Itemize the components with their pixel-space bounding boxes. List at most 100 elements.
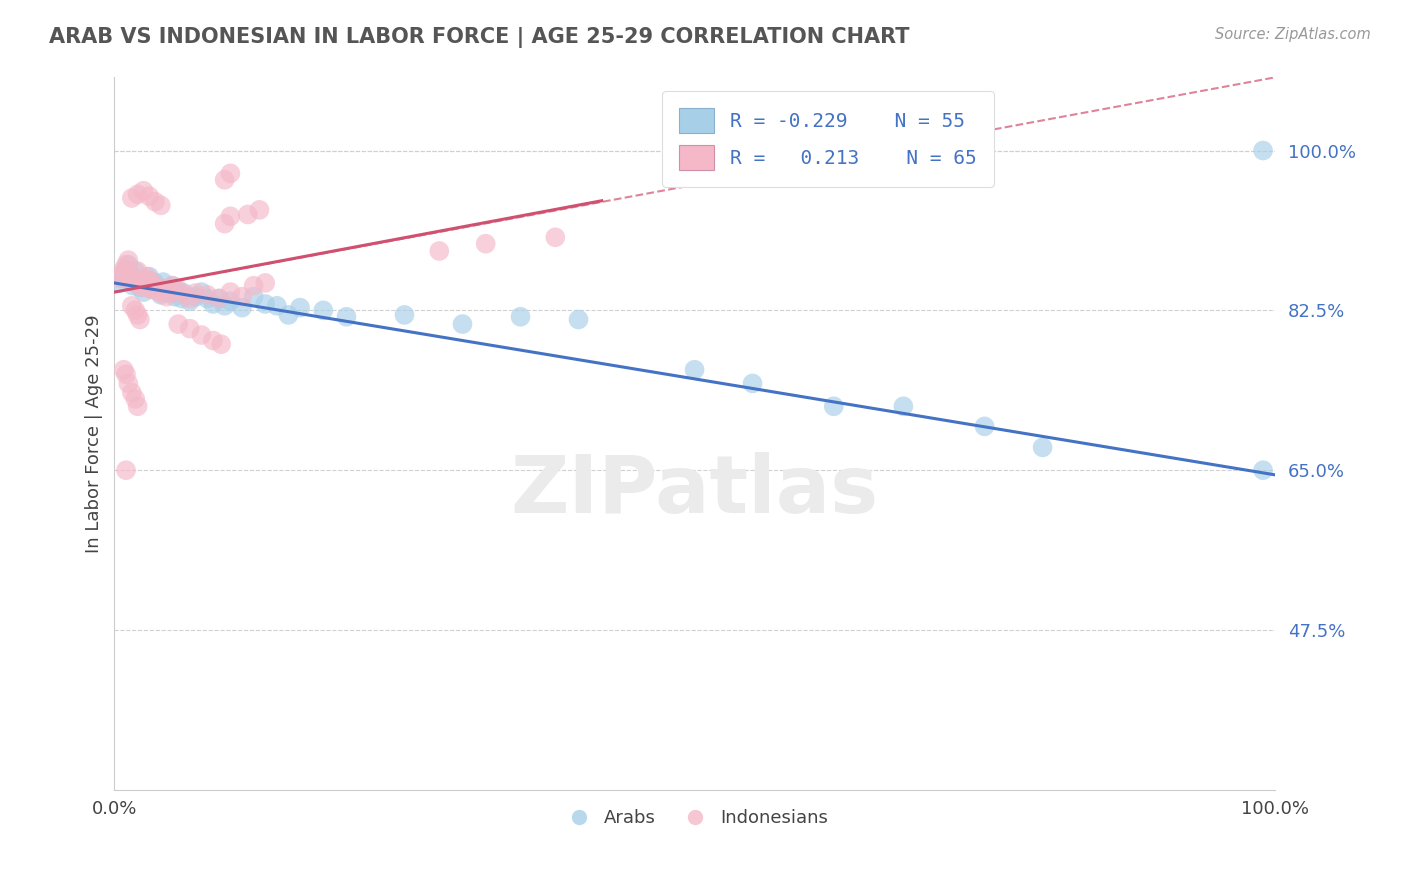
Point: [138, 189, 160, 203]
Point: [129, 312, 152, 326]
Point: [254, 297, 277, 311]
Point: [214, 217, 236, 231]
Point: [266, 299, 288, 313]
Point: [115, 258, 138, 272]
Point: [509, 310, 531, 324]
Point: [167, 282, 190, 296]
Point: [202, 297, 225, 311]
Point: [142, 277, 165, 291]
Point: [208, 292, 231, 306]
Point: [1032, 441, 1054, 455]
Text: ZIPatlas: ZIPatlas: [510, 451, 879, 530]
Point: [121, 385, 143, 400]
Point: [179, 294, 201, 309]
Point: [179, 321, 201, 335]
Point: [124, 303, 146, 318]
Point: [219, 285, 242, 299]
Point: [117, 253, 139, 268]
Point: [167, 284, 190, 298]
Point: [236, 207, 259, 221]
Point: [173, 285, 195, 300]
Point: [893, 399, 915, 413]
Point: [117, 376, 139, 391]
Point: [121, 191, 143, 205]
Point: [1251, 144, 1274, 158]
Point: [427, 244, 450, 258]
Point: [544, 230, 567, 244]
Point: [156, 290, 179, 304]
Point: [127, 276, 149, 290]
Point: [167, 317, 190, 331]
Point: [312, 303, 335, 318]
Point: [195, 288, 218, 302]
Point: [202, 334, 225, 348]
Point: [129, 280, 152, 294]
Y-axis label: In Labor Force | Age 25-29: In Labor Force | Age 25-29: [86, 314, 103, 553]
Point: [110, 267, 132, 281]
Point: [112, 267, 135, 281]
Point: [145, 280, 167, 294]
Point: [567, 312, 589, 326]
Point: [156, 282, 179, 296]
Point: [141, 282, 163, 296]
Point: [111, 271, 134, 285]
Point: [159, 285, 181, 299]
Point: [451, 317, 474, 331]
Point: [242, 290, 264, 304]
Point: [112, 363, 135, 377]
Point: [108, 271, 131, 285]
Point: [231, 290, 253, 304]
Point: [122, 269, 145, 284]
Point: [474, 236, 496, 251]
Point: [132, 184, 155, 198]
Point: [823, 399, 845, 413]
Point: [129, 278, 152, 293]
Point: [132, 285, 155, 299]
Point: [138, 273, 160, 287]
Point: [138, 269, 160, 284]
Point: [149, 285, 172, 300]
Point: [121, 299, 143, 313]
Point: [141, 282, 163, 296]
Point: [131, 275, 153, 289]
Point: [159, 285, 181, 300]
Point: [124, 276, 146, 290]
Point: [152, 282, 174, 296]
Point: [249, 202, 271, 217]
Point: [121, 269, 143, 284]
Point: [127, 264, 149, 278]
Point: [162, 278, 184, 293]
Point: [143, 194, 166, 209]
Point: [219, 294, 242, 309]
Point: [143, 276, 166, 290]
Point: [214, 173, 236, 187]
Legend: Arabs, Indonesians: Arabs, Indonesians: [554, 802, 835, 834]
Point: [148, 280, 170, 294]
Text: ARAB VS INDONESIAN IN LABOR FORCE | AGE 25-29 CORRELATION CHART: ARAB VS INDONESIAN IN LABOR FORCE | AGE …: [49, 27, 910, 48]
Point: [122, 278, 145, 293]
Point: [288, 301, 311, 315]
Point: [190, 328, 212, 343]
Point: [115, 368, 138, 382]
Point: [120, 273, 142, 287]
Point: [112, 262, 135, 277]
Point: [135, 273, 157, 287]
Point: [741, 376, 763, 391]
Point: [208, 292, 231, 306]
Point: [394, 308, 416, 322]
Point: [134, 280, 156, 294]
Point: [195, 292, 218, 306]
Point: [184, 290, 207, 304]
Point: [135, 269, 157, 284]
Point: [149, 198, 172, 212]
Point: [209, 337, 232, 351]
Point: [683, 363, 706, 377]
Point: [117, 258, 139, 272]
Point: [179, 292, 201, 306]
Point: [124, 392, 146, 406]
Point: [335, 310, 357, 324]
Point: [184, 285, 207, 300]
Point: [170, 292, 193, 306]
Point: [124, 264, 146, 278]
Point: [149, 288, 172, 302]
